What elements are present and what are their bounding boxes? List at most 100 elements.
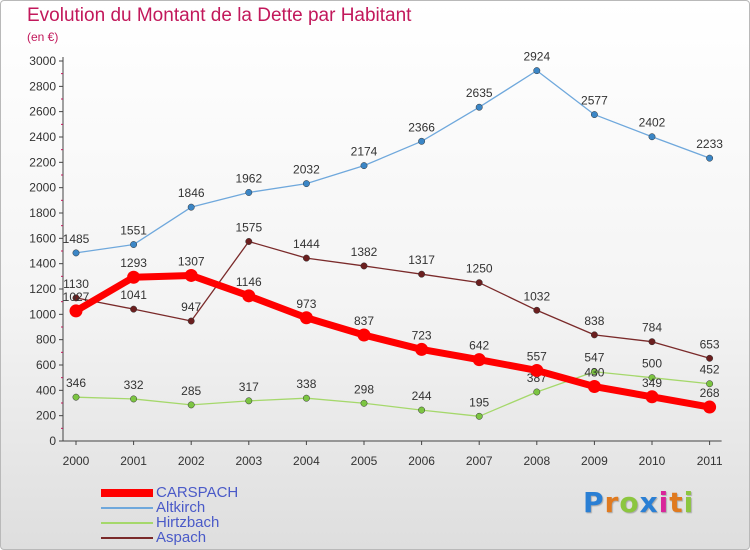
data-label-aspach: 1444: [293, 237, 320, 251]
data-label-aspach: 1032: [523, 289, 550, 303]
data-label-hirtzbach: 285: [181, 384, 201, 398]
data-label-carspach: 1293: [120, 256, 147, 270]
legend-item-altkirch: Altkirch: [101, 499, 301, 516]
logo-letter: r: [604, 486, 620, 519]
data-point-aspach: [130, 305, 138, 313]
data-point-hirtzbach: [418, 406, 426, 414]
data-label-altkirch: 1846: [178, 186, 205, 200]
y-tick-label: 3000: [29, 54, 56, 68]
series-line-aspach: [75, 240, 711, 359]
series-line-hirtzbach: [75, 371, 711, 417]
legend-swatch: [101, 507, 153, 509]
y-tick-label: 200: [36, 409, 56, 423]
data-point-aspach: [475, 279, 483, 287]
data-point-hirtzbach: [360, 399, 368, 407]
data-point-carspach: [587, 380, 601, 394]
data-label-carspach: 973: [296, 297, 316, 311]
data-label-aspach: 1382: [351, 245, 378, 259]
x-tick-label: 2008: [523, 454, 550, 468]
data-point-hirtzbach: [648, 374, 656, 382]
y-tick-label: 2400: [29, 130, 56, 144]
data-point-hirtzbach: [130, 395, 138, 403]
y-tick-label: 2600: [29, 105, 56, 119]
y-tick-label: 2800: [29, 79, 56, 93]
legend: CARSPACH Altkirch Hirtzbach Aspach: [101, 484, 301, 546]
data-label-altkirch: 2577: [581, 94, 608, 108]
logo-letter: o: [619, 486, 640, 519]
data-point-altkirch: [360, 162, 368, 170]
proxiti-logo: Proxiti: [583, 486, 694, 519]
data-point-carspach: [127, 270, 141, 284]
data-point-carspach: [645, 390, 659, 404]
y-tick-label: 1600: [29, 231, 56, 245]
legend-swatch: [101, 537, 153, 539]
data-label-hirtzbach: 195: [469, 395, 489, 409]
data-point-aspach: [418, 270, 426, 278]
data-point-carspach: [472, 353, 486, 367]
legend-swatch: [101, 522, 153, 524]
x-tick-label: 2001: [120, 454, 147, 468]
data-point-aspach: [72, 294, 80, 302]
data-label-hirtzbach: 244: [412, 389, 432, 403]
data-point-carspach: [242, 289, 256, 303]
y-tick-label: 1800: [29, 206, 56, 220]
data-point-hirtzbach: [187, 401, 195, 409]
data-label-altkirch: 2233: [696, 137, 723, 151]
series-line-carspach: [72, 271, 714, 411]
data-label-altkirch: 1551: [120, 224, 147, 238]
data-point-hirtzbach: [590, 368, 598, 376]
data-label-carspach: 1027: [63, 290, 90, 304]
legend-item-carspach: CARSPACH: [101, 484, 301, 501]
data-label-carspach: 723: [412, 328, 432, 342]
data-label-carspach: 430: [584, 366, 604, 380]
data-point-carspach: [415, 342, 429, 356]
y-tick-label: 400: [36, 383, 56, 397]
data-point-altkirch: [187, 203, 195, 211]
series-line-altkirch: [75, 69, 711, 254]
x-tick-label: 2006: [408, 454, 435, 468]
data-point-aspach: [533, 306, 541, 314]
data-label-hirtzbach: 452: [700, 363, 720, 377]
data-point-aspach: [187, 317, 195, 325]
legend-label: Altkirch: [156, 499, 206, 516]
legend-label: Hirtzbach: [156, 514, 220, 531]
data-label-aspach: 838: [584, 314, 604, 328]
data-label-carspach: 268: [700, 386, 720, 400]
y-tick-label: 2000: [29, 181, 56, 195]
legend-label: Aspach: [156, 529, 207, 546]
data-label-altkirch: 1485: [63, 232, 90, 246]
data-label-altkirch: 2402: [639, 116, 666, 130]
data-point-altkirch: [475, 103, 483, 111]
data-point-carspach: [184, 268, 198, 282]
data-point-carspach: [357, 328, 371, 342]
x-tick-label: 2003: [235, 454, 262, 468]
data-label-hirtzbach: 332: [124, 378, 144, 392]
data-point-hirtzbach: [533, 388, 541, 396]
data-label-aspach: 1317: [408, 253, 435, 267]
data-label-altkirch: 2366: [408, 120, 435, 134]
data-point-carspach: [69, 304, 83, 318]
data-point-altkirch: [302, 180, 310, 188]
logo-letter: i: [683, 486, 695, 519]
data-point-altkirch: [533, 67, 541, 75]
legend-item-aspach: Aspach: [101, 529, 301, 546]
y-tick-label: 1000: [29, 307, 56, 321]
data-point-aspach: [245, 238, 253, 245]
x-tick-label: 2011: [697, 454, 723, 468]
logo-letter: P: [583, 486, 605, 519]
data-label-carspach: 837: [354, 314, 374, 328]
x-tick-label: 2010: [639, 454, 666, 468]
data-label-altkirch: 2032: [293, 163, 320, 177]
data-point-hirtzbach: [72, 393, 80, 401]
x-tick-label: 2009: [581, 454, 608, 468]
legend-label: CARSPACH: [156, 484, 239, 501]
data-point-altkirch: [590, 111, 598, 119]
data-label-hirtzbach: 298: [354, 382, 374, 396]
data-point-altkirch: [648, 133, 656, 141]
data-label-carspach: 1307: [178, 254, 205, 268]
data-point-carspach: [703, 400, 717, 414]
data-point-aspach: [360, 262, 368, 270]
x-tick-label: 2004: [293, 454, 320, 468]
data-point-hirtzbach: [475, 412, 483, 420]
